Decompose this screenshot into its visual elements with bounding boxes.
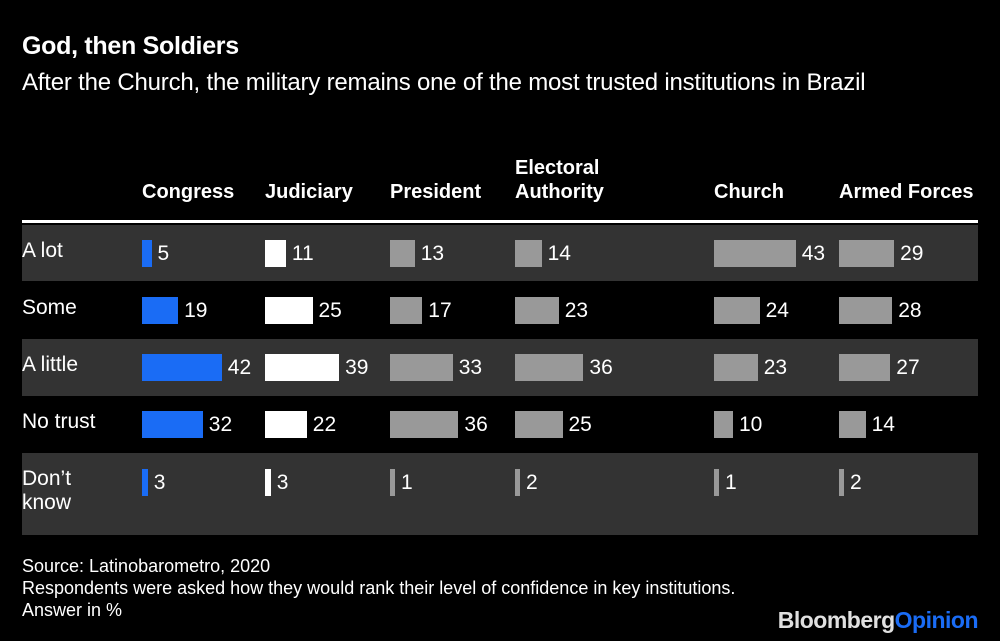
column-header: Judiciary — [265, 181, 353, 203]
bloomberg-opinion-logo: BloombergOpinion — [777, 607, 979, 633]
data-label: 14 — [547, 242, 571, 265]
data-label: 24 — [765, 299, 789, 322]
bar — [515, 297, 559, 324]
bar — [839, 469, 844, 496]
bar — [839, 297, 893, 324]
data-label: 25 — [318, 299, 342, 322]
chart-title: God, then Soldiers — [22, 32, 239, 60]
bar — [839, 354, 891, 381]
bar — [265, 297, 313, 324]
bar — [390, 354, 453, 381]
data-label: 1 — [401, 471, 413, 494]
bar — [714, 469, 719, 496]
bar — [515, 240, 542, 267]
data-label: 3 — [276, 471, 289, 494]
data-label: 28 — [898, 299, 922, 322]
data-label: 33 — [458, 356, 483, 379]
column-header: Armed Forces — [839, 181, 974, 203]
source-text: Source: Latinobarometro, 2020 — [22, 556, 271, 576]
row-label: A little — [22, 353, 79, 376]
data-label: 39 — [345, 356, 369, 379]
data-label: 22 — [312, 413, 337, 436]
header-rule — [22, 220, 978, 223]
row-label: A lot — [22, 239, 63, 262]
row-label: Some — [22, 296, 77, 319]
data-label: 32 — [208, 413, 233, 436]
data-label: 10 — [739, 413, 763, 436]
bar — [390, 297, 423, 324]
bar — [142, 297, 179, 324]
data-label: 23 — [763, 356, 788, 379]
data-label: 25 — [568, 413, 592, 436]
data-label: 29 — [900, 242, 924, 265]
bar — [142, 240, 152, 267]
data-label: 42 — [227, 356, 252, 379]
data-label: 14 — [871, 413, 895, 436]
data-label: 2 — [526, 471, 538, 494]
data-label: 19 — [184, 299, 208, 322]
table-row: A little 42 39 33 36 23 27 — [22, 339, 978, 396]
bar — [839, 240, 895, 267]
data-label: 36 — [589, 356, 613, 379]
bar — [265, 240, 286, 267]
data-label: 27 — [896, 356, 920, 379]
column-header: Church — [714, 181, 784, 203]
bar — [390, 411, 459, 438]
table-row: No trust 32 22 36 25 10 14 — [22, 396, 978, 453]
table-row: Don’t know 3 3 1 2 1 2 — [22, 453, 978, 535]
bar — [714, 354, 758, 381]
bar — [390, 469, 395, 496]
bar — [515, 354, 584, 381]
data-label: 2 — [850, 471, 862, 494]
bar — [515, 411, 563, 438]
data-label: 5 — [157, 242, 170, 265]
bar — [714, 297, 760, 324]
row-label: Don’t know — [22, 467, 72, 514]
bar — [839, 411, 866, 438]
bar — [714, 411, 733, 438]
column-header: Congress — [142, 181, 235, 203]
source-note: Source: Latinobarometro, 2020 Respondent… — [22, 555, 762, 621]
data-label: 23 — [564, 299, 589, 322]
bar — [515, 469, 520, 496]
chart-subtitle: After the Church, the military remains o… — [22, 69, 866, 96]
table-row: Some 19 25 17 23 24 28 — [22, 282, 978, 339]
column-header: President — [390, 181, 482, 203]
bar — [390, 240, 415, 267]
data-label: 43 — [801, 242, 826, 265]
data-label: 11 — [291, 242, 314, 265]
column-header: Electoral Authority — [515, 157, 604, 203]
row-label: No trust — [22, 410, 96, 433]
bar — [265, 469, 271, 496]
data-label: 3 — [153, 471, 166, 494]
bar — [142, 354, 222, 381]
data-label: 17 — [428, 299, 452, 322]
data-label: 36 — [464, 413, 488, 436]
bar — [265, 354, 340, 381]
bar — [142, 411, 203, 438]
bar — [265, 411, 307, 438]
data-label: 13 — [420, 242, 445, 265]
bar — [142, 469, 148, 496]
bar — [714, 240, 796, 267]
table-row: A lot 5 11 13 14 43 29 — [22, 225, 978, 281]
data-label: 1 — [725, 471, 737, 494]
methodology-note: Respondents were asked how they would ra… — [22, 578, 736, 620]
